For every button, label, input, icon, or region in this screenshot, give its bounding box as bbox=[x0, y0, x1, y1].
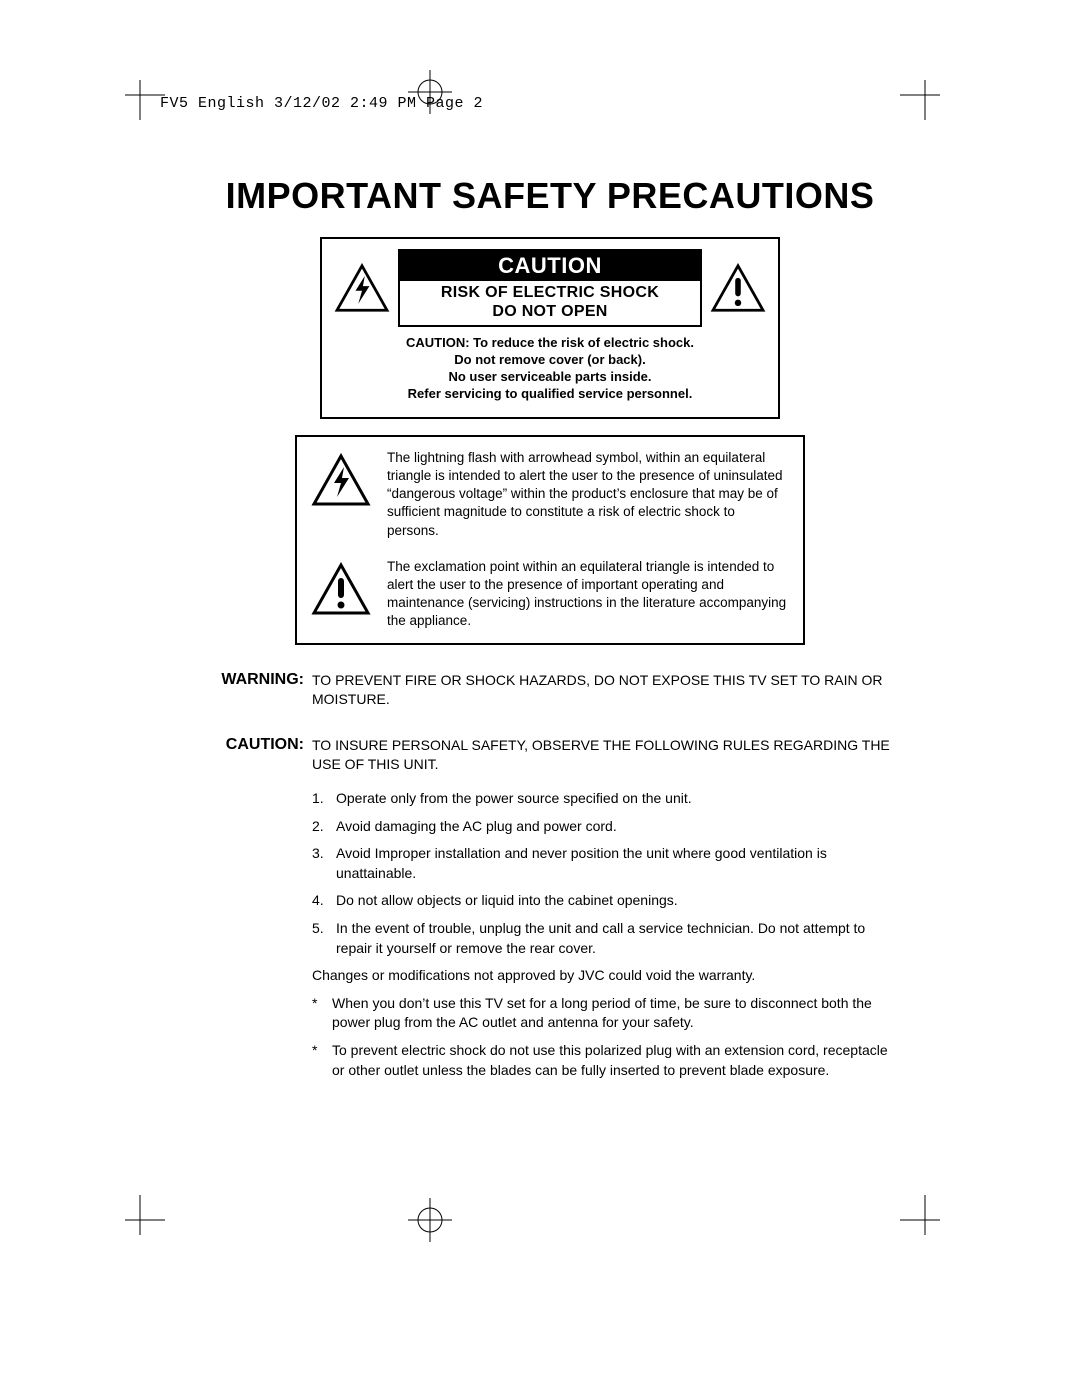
bullet-text: When you don’t use this TV set for a lon… bbox=[332, 994, 900, 1033]
rule-item: 3.Avoid Improper installation and never … bbox=[312, 844, 900, 883]
crop-mark bbox=[900, 1195, 950, 1245]
caution-body-text: TO INSURE PERSONAL SAFETY, OBSERVE THE F… bbox=[312, 736, 900, 775]
bullet-marker: * bbox=[312, 1041, 324, 1080]
caution-body-line: Do not remove cover (or back). bbox=[454, 352, 645, 367]
bullet-item: *When you don’t use this TV set for a lo… bbox=[312, 994, 900, 1033]
caution-subheading: RISK OF ELECTRIC SHOCK DO NOT OPEN bbox=[400, 281, 700, 325]
rules-section: 1. Operate only from the power source spe… bbox=[312, 789, 900, 1080]
page: FV5 English 3/12/02 2:49 PM Page 2 IMPOR… bbox=[0, 0, 1080, 1397]
crop-mark bbox=[900, 70, 950, 120]
caution-sub2: DO NOT OPEN bbox=[492, 303, 607, 320]
caution-body: CAUTION: To reduce the risk of electric … bbox=[334, 335, 766, 403]
exclamation-triangle-icon bbox=[710, 263, 766, 313]
exclamation-triangle-icon bbox=[311, 562, 371, 616]
caution-heading-block: CAUTION RISK OF ELECTRIC SHOCK DO NOT OP… bbox=[398, 249, 702, 327]
explain-lightning-text: The lightning flash with arrowhead symbo… bbox=[387, 449, 789, 540]
rule-item: 1. Operate only from the power source spe… bbox=[312, 789, 900, 809]
caution-box: CAUTION RISK OF ELECTRIC SHOCK DO NOT OP… bbox=[320, 237, 780, 419]
rule-item: 5.In the event of trouble, unplug the un… bbox=[312, 919, 900, 958]
caution-body-line: No user serviceable parts inside. bbox=[448, 369, 651, 384]
rule-text: Avoid damaging the AC plug and power cor… bbox=[336, 817, 617, 837]
lightning-triangle-icon bbox=[334, 263, 390, 313]
page-header-meta: FV5 English 3/12/02 2:49 PM Page 2 bbox=[160, 95, 483, 112]
warranty-note: Changes or modifications not approved by… bbox=[312, 966, 900, 986]
warning-label: WARNING: bbox=[200, 671, 304, 689]
warning-body: TO PREVENT FIRE OR SHOCK HAZARDS, DO NOT… bbox=[312, 671, 900, 710]
content-area: IMPORTANT SAFETY PRECAUTIONS CAUTION RIS… bbox=[200, 175, 900, 1088]
bullet-marker: * bbox=[312, 994, 324, 1033]
crop-mark bbox=[115, 70, 165, 120]
registration-mark bbox=[400, 1190, 450, 1240]
caution-heading: CAUTION bbox=[400, 251, 700, 281]
rule-text: Operate only from the power source speci… bbox=[336, 789, 692, 809]
crop-mark bbox=[115, 1195, 165, 1245]
caution-body-line: Refer servicing to qualified service per… bbox=[408, 386, 693, 401]
symbol-explanation-box: The lightning flash with arrowhead symbo… bbox=[295, 435, 805, 645]
rule-number: 1. bbox=[312, 789, 330, 809]
rule-number: 4. bbox=[312, 891, 330, 911]
rule-text: Do not allow objects or liquid into the … bbox=[336, 891, 678, 911]
bullet-text: To prevent electric shock do not use thi… bbox=[332, 1041, 900, 1080]
caution-head-row: CAUTION RISK OF ELECTRIC SHOCK DO NOT OP… bbox=[334, 249, 766, 327]
bullet-item: *To prevent electric shock do not use th… bbox=[312, 1041, 900, 1080]
caution-body-line: CAUTION: To reduce the risk of electric … bbox=[406, 335, 694, 350]
explain-row-exclamation: The exclamation point within an equilate… bbox=[311, 558, 789, 631]
rule-item: 4. Do not allow objects or liquid into th… bbox=[312, 891, 900, 911]
rule-number: 5. bbox=[312, 919, 330, 958]
caution-block: CAUTION: TO INSURE PERSONAL SAFETY, OBSE… bbox=[200, 736, 900, 775]
lightning-triangle-icon bbox=[311, 453, 371, 507]
page-title: IMPORTANT SAFETY PRECAUTIONS bbox=[200, 175, 900, 217]
explain-exclamation-text: The exclamation point within an equilate… bbox=[387, 558, 789, 631]
explain-row-lightning: The lightning flash with arrowhead symbo… bbox=[311, 449, 789, 540]
caution-label: CAUTION: bbox=[200, 736, 304, 754]
warning-block: WARNING: TO PREVENT FIRE OR SHOCK HAZARD… bbox=[200, 671, 900, 710]
caution-sub1: RISK OF ELECTRIC SHOCK bbox=[441, 284, 659, 301]
rule-text: In the event of trouble, unplug the unit… bbox=[336, 919, 900, 958]
rule-number: 3. bbox=[312, 844, 330, 883]
rule-item: 2. Avoid damaging the AC plug and power c… bbox=[312, 817, 900, 837]
rule-number: 2. bbox=[312, 817, 330, 837]
rule-text: Avoid Improper installation and never po… bbox=[336, 844, 900, 883]
